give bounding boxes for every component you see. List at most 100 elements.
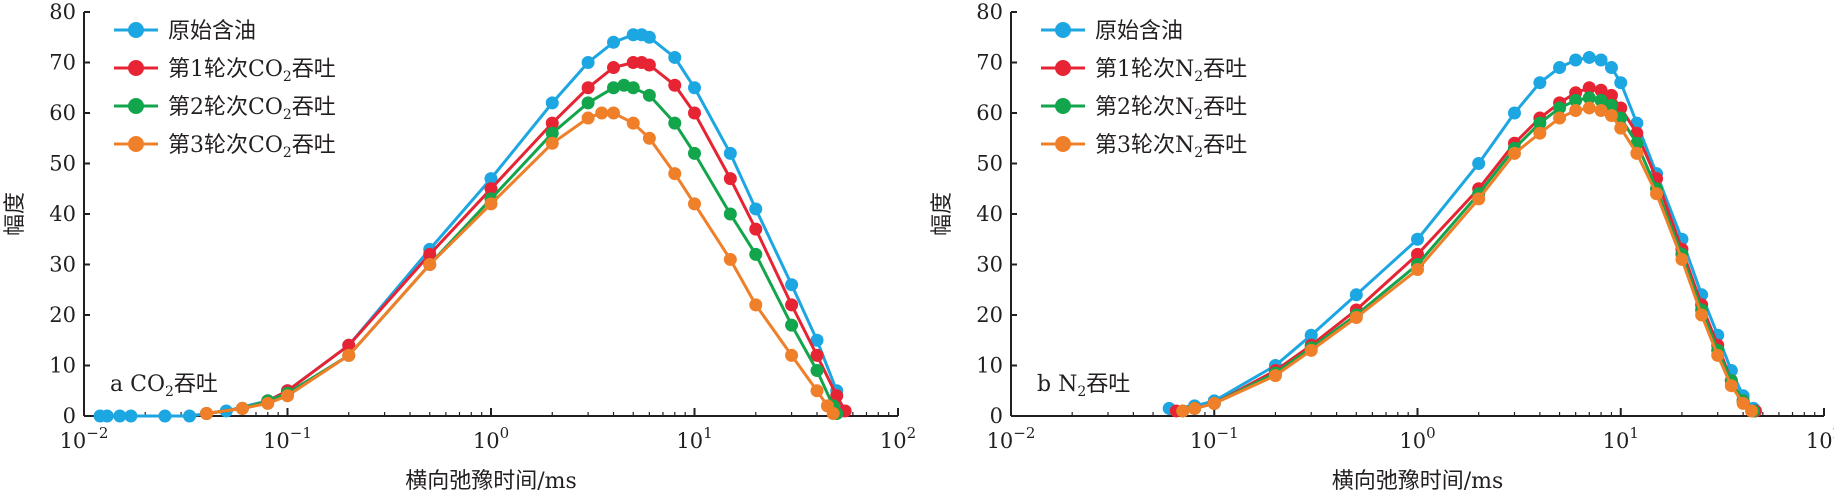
y-tick-label: 20 [976,303,1003,327]
legend-entry: 原始含油 [168,19,256,44]
data-point [1569,93,1583,107]
data-point [1533,126,1547,140]
y-tick-label: 50 [49,152,76,176]
data-point [124,409,138,423]
data-point [1594,93,1608,107]
data-point [261,396,275,410]
y-tick-label: 40 [976,202,1003,226]
y-tick-label: 60 [976,101,1003,125]
data-point [581,56,595,69]
data-point [484,197,498,211]
panel-label-subscript: 2 [1077,384,1086,400]
data-point [1604,98,1618,112]
series-line [1169,55,1755,410]
y-tick-label: 10 [976,354,1003,378]
data-point [281,389,294,403]
x-tick-label: 101 [1603,424,1639,453]
data-point [423,258,437,271]
panel-label-subscript: 2 [165,384,174,400]
data-point [342,348,356,362]
legend-entry-main: 原始含油 [168,19,256,44]
data-point [235,401,249,415]
y-tick-label: 20 [49,303,76,327]
legend-marker [128,136,144,152]
data-point [810,348,824,362]
legend-entry: 第1轮次CO2吞吐 [168,57,336,85]
data-point [688,106,701,120]
data-point [1472,157,1486,170]
x-tick-label: 101 [676,424,712,453]
chart-panel-b: 0102030405060708010−210−1100101102横向弛豫时间… [930,0,1834,494]
data-point [1533,76,1547,90]
data-point [1268,369,1282,383]
data-point [545,116,559,130]
data-point [1604,109,1618,123]
legend-entry-main: 第2轮次CO [168,95,283,120]
y-tick-label: 30 [976,253,1003,277]
series-line [1182,96,1755,413]
legend-entry-subscript: 2 [283,69,292,85]
data-point [1745,404,1759,418]
legend-marker [1055,98,1071,114]
data-point [668,78,682,92]
legend-entry-suffix: 吞吐 [1203,95,1247,120]
x-tick-exponent: 2 [1833,424,1834,442]
series-3 [200,106,840,420]
legend-entry: 第2轮次CO2吞吐 [168,95,336,123]
y-tick-label: 80 [976,0,1003,24]
legend-entry-suffix: 吞吐 [292,133,336,158]
legend-entry-subscript: 2 [283,145,292,161]
data-point [642,88,656,102]
x-tick-exponent: −2 [86,424,108,442]
data-point [100,409,114,423]
data-point [810,364,824,378]
data-point [1569,53,1583,67]
data-point [1650,187,1664,201]
legend-entry-suffix: 吞吐 [292,95,336,120]
x-tick-label: 102 [1806,424,1834,453]
data-point [1553,111,1567,125]
data-point [1614,121,1628,135]
data-point [1304,328,1318,342]
data-point [1349,311,1363,325]
y-axis-title: 幅度 [3,192,28,236]
data-point [1604,88,1618,102]
data-point [1594,83,1608,97]
x-tick-base: 10 [263,429,290,453]
data-point [1553,101,1567,115]
data-point [607,61,621,75]
data-point [200,406,214,420]
data-point [785,278,799,292]
x-tick-base: 10 [1190,429,1217,453]
data-point [183,409,197,423]
y-tick-label: 40 [49,202,76,226]
data-point [1736,396,1750,410]
panel-label: b N2吞吐 [1037,372,1130,400]
data-point [607,35,621,49]
y-tick-label: 10 [49,354,76,378]
data-point [1724,379,1738,393]
data-point [749,202,763,216]
x-tick-label: 10−1 [263,424,312,453]
x-tick-label: 10−1 [1190,424,1239,453]
data-point [1349,288,1363,302]
data-point [423,247,437,261]
panel-label: a CO2吞吐 [110,372,218,400]
data-point [1472,192,1486,206]
data-point [785,318,799,332]
data-point [785,298,799,312]
data-point [1411,232,1424,246]
y-tick-label: 0 [63,404,76,428]
data-point [1533,116,1547,130]
legend-entry: 第3轮次N2吞吐 [1095,133,1247,161]
panel-label-suffix: 吞吐 [174,372,218,397]
legend-marker [1055,60,1071,76]
data-point [1411,247,1424,261]
data-point [1695,308,1709,322]
legend-marker [128,98,144,114]
data-point [1614,76,1628,90]
data-point [642,131,656,145]
